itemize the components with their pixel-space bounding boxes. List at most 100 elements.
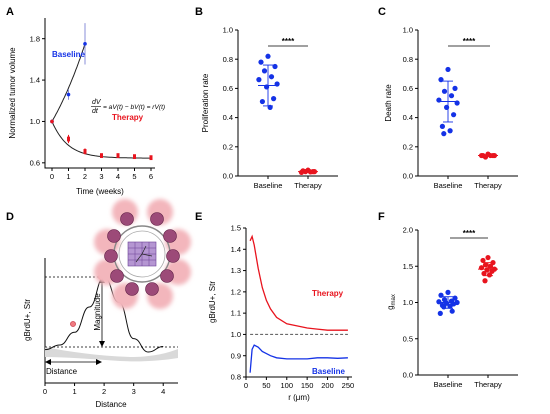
panel-b-data-point [264, 84, 270, 90]
panel-f-data-point [437, 310, 443, 316]
panel-b-data-point [261, 68, 268, 74]
panel-f-ytick-label: 0.0 [403, 371, 413, 380]
panel-c-data-point [444, 104, 450, 110]
panel-f-data-point [480, 257, 486, 264]
panel-f-data-point [449, 308, 455, 314]
panel-a-data-point [116, 153, 120, 158]
panel-a-xtick-label: 4 [116, 172, 120, 181]
panel-a-data-point [83, 42, 87, 46]
panel-d-xtick-label: 4 [161, 387, 165, 396]
panel-e-ytick-label: 1.0 [231, 330, 241, 339]
panel-e-ytick-label: 1.3 [231, 266, 241, 275]
panel-a-data-point [133, 154, 136, 160]
panel-b-data-point [274, 81, 280, 87]
panel-c-data-point [487, 152, 494, 159]
panel-b-data-point [267, 104, 273, 110]
panel-c-ytick-label: 1.0 [403, 26, 413, 35]
panel-label-a: A [6, 6, 14, 18]
panel-e-xtick-label: 250 [342, 381, 355, 390]
gmax-main: g [386, 305, 395, 309]
panel-b-data-point [307, 169, 314, 175]
panel-c-data-point [439, 123, 445, 129]
panel-d-xtick-label: 0 [43, 387, 47, 396]
panel-f-category-label: Therapy [474, 380, 502, 389]
panel-c-data-point [438, 77, 444, 83]
panel-b-axes [237, 30, 338, 177]
panel-c-data-point [436, 97, 442, 103]
panel-b-ytick-label: 0.2 [223, 142, 233, 151]
panel-b-ytick-label: 0.8 [223, 55, 233, 64]
panel-b-data-point [258, 59, 264, 65]
panel-a-data-point [50, 119, 54, 124]
panel-f-data-point [486, 272, 493, 278]
panel-f-data-point [485, 254, 491, 261]
panel-a-xlabel: Time (weeks) [76, 187, 124, 196]
panel-d-schematic: 0 1 2 3 4 Magnitude Distance Distance gBrdU+… [23, 199, 191, 409]
panel-d-xtick-label: 1 [72, 387, 76, 396]
panel-a-xtick-label: 2 [83, 172, 87, 181]
panel-f-ytick-label: 1.5 [403, 262, 413, 271]
therapy-annotation: Therapy [112, 113, 144, 122]
panel-c-ytick-label: 0.2 [403, 142, 413, 151]
significance-stars: **** [463, 37, 476, 46]
therapy-fit-curve [51, 121, 151, 159]
gmax-subscript: max [391, 294, 397, 305]
panel-f-data-point [489, 268, 495, 274]
panel-e-ytick-label: 1.4 [231, 245, 241, 254]
significance-stars: **** [282, 37, 295, 46]
therapy-annotation: Therapy [312, 289, 344, 298]
panel-f-data-point [490, 260, 496, 266]
panel-c-ytick-label: 0.8 [403, 55, 413, 64]
panel-label-e: E [195, 211, 202, 223]
panel-f-axes [417, 230, 518, 376]
panel-e-ytick-label: 1.1 [231, 309, 241, 318]
panel-b-proliferation: 0.0 0.2 0.4 0.6 0.8 1.0 Baseline Therapy **** P… [201, 26, 338, 190]
panel-f-data-point [452, 295, 458, 301]
panel-e-correlation: 0.80.91.01.11.21.31.41.50 50 100 150 200 250 … [208, 224, 354, 402]
panel-b-ylabel: Proliferation rate [201, 73, 210, 132]
panel-d-xtick-label: 2 [102, 387, 106, 396]
panel-b-ytick-label: 0.4 [223, 113, 233, 122]
panel-f-data-point [481, 270, 487, 277]
panel-f-data-point [438, 292, 444, 298]
panel-a-xtick-label: 5 [132, 172, 136, 181]
panel-c-ylabel: Death rate [384, 84, 393, 122]
panel-e-axes [245, 228, 352, 378]
panel-c-ytick-label: 0.6 [403, 84, 413, 93]
panel-f-data-point [478, 265, 485, 271]
magnitude-label: Magnitude [93, 293, 102, 331]
panel-label-f: F [378, 211, 385, 223]
panel-e-xtick-label: 200 [321, 381, 334, 390]
panel-f-category-label: Baseline [434, 380, 463, 389]
panel-c-data-point [478, 152, 485, 159]
panel-e-xlabel: r (μm) [288, 393, 310, 402]
panel-e-xtick-label: 0 [244, 381, 248, 390]
panel-f-data-point [436, 299, 442, 305]
panel-f-data-point [482, 262, 489, 268]
tissue-illustration [94, 199, 191, 309]
panel-e-xtick-label: 50 [262, 381, 270, 390]
panel-d-ylabel: gBrdU+, Str [23, 299, 32, 341]
panel-c-data-point [441, 88, 448, 94]
panel-a-data-point [149, 155, 153, 161]
panel-a-ytick-label: 1.4 [30, 76, 40, 85]
baseline-fit-curve [51, 43, 86, 122]
panel-e-ytick-label: 0.8 [231, 373, 241, 382]
panel-c-death-rate: 0.0 0.2 0.4 0.6 0.8 1.0 Baseline Therapy **** D… [384, 26, 518, 190]
panel-e-xtick-label: 100 [281, 381, 294, 390]
panel-a-axes [44, 18, 155, 169]
therapy-line [249, 234, 348, 331]
panel-b-data-point [272, 63, 278, 70]
panel-c-data-point [447, 128, 453, 134]
significance-stars: **** [463, 229, 476, 238]
panel-c-data-point [454, 100, 460, 106]
panel-f-gmax: 0.0 0.5 1.0 1.5 2.0 Baseline Therapy **** gmax [386, 226, 518, 389]
panel-c-data-point [448, 93, 455, 99]
panel-a-ytick-label: 1.8 [30, 34, 40, 43]
distance-arrowheads [45, 359, 102, 365]
panel-c-data-point [452, 85, 458, 91]
panel-a-xtick-label: 1 [66, 172, 70, 181]
panel-e-ytick-label: 1.5 [231, 224, 241, 233]
radius-lines [135, 245, 153, 263]
vessel-inner-ring [118, 230, 166, 278]
